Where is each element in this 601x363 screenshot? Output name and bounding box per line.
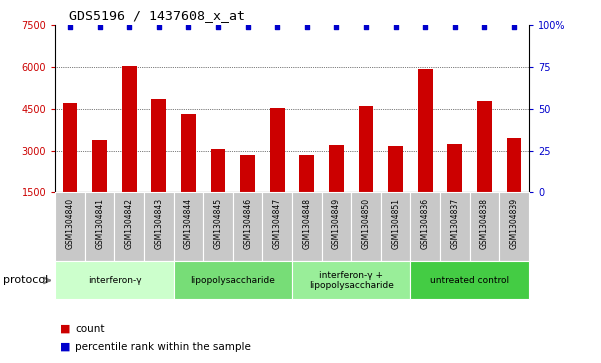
Text: GSM1304842: GSM1304842 [125, 198, 134, 249]
Bar [469, 192, 499, 261]
Point [213, 24, 223, 30]
Bar [55, 192, 85, 261]
Bar [144, 192, 174, 261]
Point [421, 24, 430, 30]
Text: GSM1304845: GSM1304845 [213, 198, 222, 249]
Bar [410, 261, 529, 299]
Bar [233, 192, 263, 261]
Point [184, 24, 194, 30]
Bar [322, 192, 351, 261]
Point [272, 24, 282, 30]
Text: GSM1304844: GSM1304844 [184, 198, 193, 249]
Bar [203, 192, 233, 261]
Point [95, 24, 105, 30]
Text: lipopolysaccharide: lipopolysaccharide [191, 276, 275, 285]
Point [124, 24, 134, 30]
Bar [151, 99, 166, 192]
Text: protocol: protocol [3, 276, 48, 285]
Point [154, 24, 163, 30]
Bar [114, 192, 144, 261]
Text: GSM1304843: GSM1304843 [154, 198, 163, 249]
Bar [181, 114, 196, 192]
Bar [93, 139, 107, 192]
Bar [174, 261, 292, 299]
Bar [477, 101, 492, 192]
Bar [122, 66, 136, 192]
Bar [418, 69, 433, 192]
Text: ■: ■ [60, 323, 70, 334]
Bar [359, 106, 373, 192]
Text: GSM1304837: GSM1304837 [450, 198, 459, 249]
Point [509, 24, 519, 30]
Bar [299, 155, 314, 192]
Bar [410, 192, 440, 261]
Point [332, 24, 341, 30]
Text: GSM1304839: GSM1304839 [510, 198, 519, 249]
Point [361, 24, 371, 30]
Text: count: count [75, 323, 105, 334]
Text: GSM1304838: GSM1304838 [480, 198, 489, 249]
Text: ■: ■ [60, 342, 70, 352]
Bar [499, 192, 529, 261]
Text: GSM1304850: GSM1304850 [362, 198, 371, 249]
Bar [448, 144, 462, 192]
Bar [507, 138, 522, 192]
Bar [55, 261, 174, 299]
Bar [329, 145, 344, 192]
Text: GSM1304846: GSM1304846 [243, 198, 252, 249]
Bar [211, 149, 225, 192]
Text: GSM1304848: GSM1304848 [302, 198, 311, 249]
Text: GSM1304851: GSM1304851 [391, 198, 400, 249]
Bar [292, 192, 322, 261]
Text: GSM1304847: GSM1304847 [273, 198, 282, 249]
Point [243, 24, 252, 30]
Text: GDS5196 / 1437608_x_at: GDS5196 / 1437608_x_at [69, 9, 245, 22]
Text: percentile rank within the sample: percentile rank within the sample [75, 342, 251, 352]
Text: untreated control: untreated control [430, 276, 509, 285]
Bar [174, 192, 203, 261]
Bar [85, 192, 114, 261]
Bar [381, 192, 410, 261]
Point [302, 24, 312, 30]
Text: GSM1304836: GSM1304836 [421, 198, 430, 249]
Bar [270, 107, 285, 192]
Text: GSM1304840: GSM1304840 [66, 198, 75, 249]
Text: GSM1304849: GSM1304849 [332, 198, 341, 249]
Bar [292, 261, 410, 299]
Bar [240, 155, 255, 192]
Bar [263, 192, 292, 261]
Text: interferon-γ: interferon-γ [88, 276, 141, 285]
Point [480, 24, 489, 30]
Text: interferon-γ +
lipopolysaccharide: interferon-γ + lipopolysaccharide [309, 271, 394, 290]
Bar [388, 147, 403, 192]
Bar [440, 192, 469, 261]
Point [391, 24, 400, 30]
Text: GSM1304841: GSM1304841 [95, 198, 104, 249]
Point [66, 24, 75, 30]
Bar [63, 103, 78, 192]
Point [450, 24, 460, 30]
Bar [351, 192, 381, 261]
